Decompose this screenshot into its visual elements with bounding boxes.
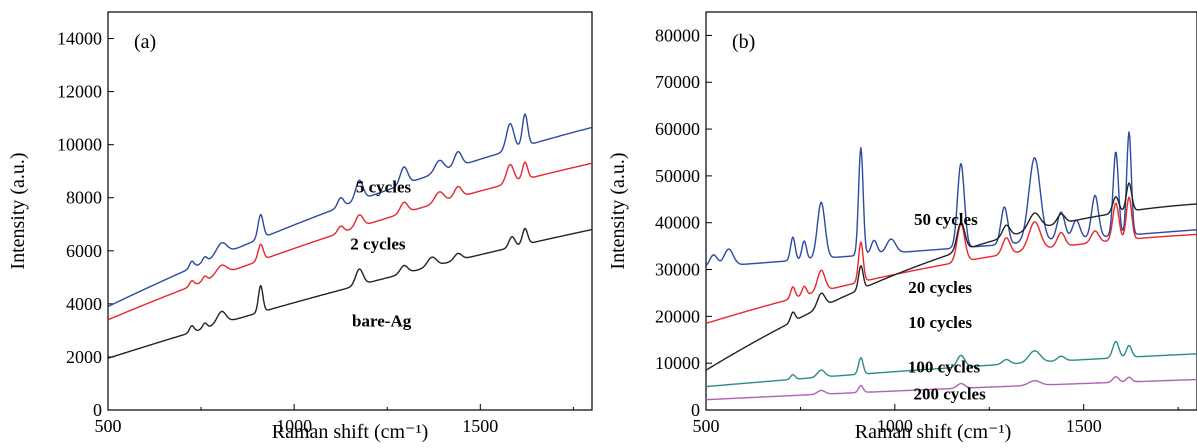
panel-a: 500 1000 1500 0 2000 4000 6000 8000 10000 12000 14… xyxy=(7,11,593,443)
x-tick-label: 1000 xyxy=(276,416,312,436)
y-tick-label: 2000 xyxy=(66,347,102,367)
series-label-2-cycles: 2 cycles xyxy=(350,234,406,253)
panel-label-b: (b) xyxy=(732,31,755,53)
y-tick-label: 12000 xyxy=(57,82,102,102)
y-tick-label: 50000 xyxy=(655,166,700,186)
y-tick-label: 4000 xyxy=(66,294,102,314)
panel-b: 500 1000 1500 0 10000 20000 30000 40000 50000 600… xyxy=(607,11,1197,443)
series-label-100-cycles: 100 cycles xyxy=(908,358,981,377)
series-line-50-cycles xyxy=(706,131,1197,267)
series-line-10-cycles xyxy=(706,182,1197,371)
y-tick-label: 10000 xyxy=(655,353,700,373)
x-tick-label: 1500 xyxy=(1066,416,1102,436)
y-tick-label: 6000 xyxy=(66,241,102,261)
y-tick-label: 10000 xyxy=(57,135,102,155)
x-tick-label: 1500 xyxy=(462,416,498,436)
series-label-200-cycles: 200 cycles xyxy=(913,385,986,404)
x-axis-title: Raman shift (cm⁻¹) xyxy=(272,421,429,443)
x-tick-label: 500 xyxy=(693,416,720,436)
series-label-5-cycles: 5 cycles xyxy=(356,177,412,196)
y-tick-label: 70000 xyxy=(655,72,700,92)
y-tick-label: 20000 xyxy=(655,306,700,326)
series-label-bare-ag: bare-Ag xyxy=(352,311,412,330)
y-tick-label: 0 xyxy=(691,400,700,420)
series-label-20-cycles: 20 cycles xyxy=(908,278,972,297)
x-tick-label: 500 xyxy=(95,416,122,436)
y-tick-label: 60000 xyxy=(655,119,700,139)
y-tick-label: 14000 xyxy=(57,29,102,49)
y-axis-title: Intensity (a.u.) xyxy=(7,152,29,269)
y-tick-label: 40000 xyxy=(655,213,700,233)
panel-label-a: (a) xyxy=(134,31,156,53)
series-line-bare-ag xyxy=(108,227,592,359)
series-label-50-cycles: 50 cycles xyxy=(914,210,978,229)
x-axis-title: Raman shift (cm⁻¹) xyxy=(855,421,1012,443)
series-line-100-cycles xyxy=(706,340,1197,388)
y-tick-label: 80000 xyxy=(655,25,700,45)
x-tick-label: 1000 xyxy=(877,416,913,436)
series-label-10-cycles: 10 cycles xyxy=(908,313,972,332)
plot-frame xyxy=(107,11,593,411)
series-line-5-cycles xyxy=(108,113,592,308)
y-tick-label: 30000 xyxy=(655,260,700,280)
plot-frame xyxy=(705,11,1197,411)
y-tick-label: 8000 xyxy=(66,188,102,208)
series-line-20-cycles xyxy=(706,196,1197,325)
y-tick-label: 0 xyxy=(93,400,102,420)
y-axis-title: Intensity (a.u.) xyxy=(607,152,629,269)
series-line-200-cycles xyxy=(706,376,1197,401)
series-line-2-cycles xyxy=(108,161,592,321)
